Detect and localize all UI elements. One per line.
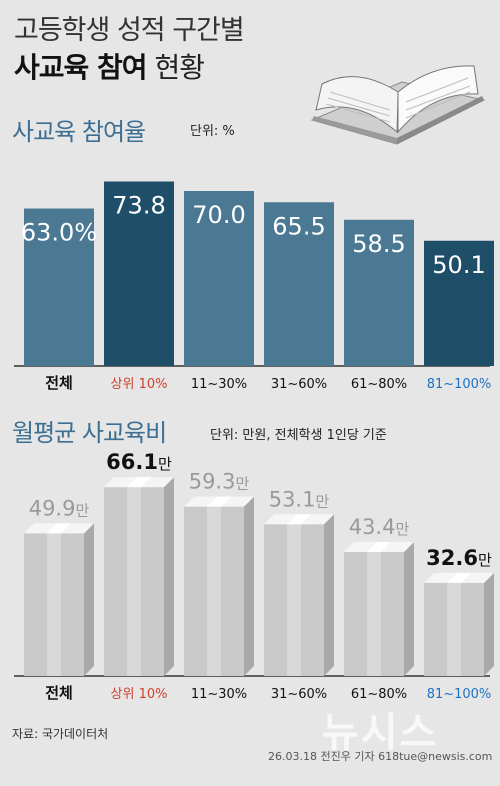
value-number: 59.3 bbox=[189, 470, 236, 494]
box-ribbon-top bbox=[47, 523, 71, 534]
credit-line: 26.03.18 전진우 기자 618tue@newsis.com bbox=[268, 750, 493, 763]
category-label: 11~30% bbox=[191, 377, 247, 392]
box-value-label: 43.4만 bbox=[349, 515, 410, 539]
title-bold: 사교육 참여 bbox=[14, 51, 148, 84]
bar bbox=[424, 240, 494, 366]
watermark: 뉴시스 bbox=[322, 710, 439, 756]
chart2-title: 월평균 사교육비 bbox=[12, 419, 167, 447]
box-ribbon bbox=[287, 524, 301, 676]
bar-value-label: 58.5 bbox=[352, 230, 405, 258]
category-label: 61~80% bbox=[351, 687, 407, 702]
chart1-participation-rate: 63.0% 73.8 70.0 65.5 58.5 50.1 전체 상위 10% 11~30% 3… bbox=[14, 181, 494, 392]
box-ribbon bbox=[447, 582, 461, 676]
box-value-label: 49.9만 bbox=[29, 496, 90, 520]
value-unit: 만 bbox=[158, 455, 172, 473]
box-ribbon bbox=[47, 533, 61, 676]
box-value-label: 32.6만 bbox=[426, 546, 492, 570]
bar-value-label: 50.1 bbox=[432, 251, 485, 279]
box-side bbox=[84, 523, 94, 676]
bar-value-label: 73.8 bbox=[112, 192, 165, 220]
category-label: 전체 bbox=[45, 684, 73, 702]
box-ribbon-top bbox=[447, 572, 471, 583]
value-unit: 만 bbox=[395, 520, 409, 538]
box-side bbox=[484, 572, 494, 676]
box-ribbon bbox=[207, 506, 221, 676]
bar-value-label: 65.5 bbox=[272, 212, 325, 240]
category-label: 전체 bbox=[45, 374, 73, 392]
chart2-unit: 단위: 만원, 전체학생 1인당 기준 bbox=[210, 428, 387, 443]
value-number: 53.1 bbox=[269, 487, 316, 511]
category-label: 31~60% bbox=[271, 377, 327, 392]
box-value-label: 66.1만 bbox=[106, 450, 172, 474]
value-unit: 만 bbox=[315, 492, 329, 510]
box-side bbox=[164, 477, 174, 676]
value-number: 49.9 bbox=[29, 496, 76, 520]
category-label: 61~80% bbox=[351, 377, 407, 392]
box-ribbon-top bbox=[207, 496, 231, 507]
value-unit: 만 bbox=[478, 551, 492, 569]
value-unit: 만 bbox=[235, 475, 249, 493]
source-note: 자료: 국가데이터처 bbox=[12, 727, 109, 741]
category-label: 11~30% bbox=[191, 687, 247, 702]
open-book-icon bbox=[310, 65, 486, 145]
chart1-unit: 단위: % bbox=[190, 124, 235, 139]
box-side bbox=[324, 514, 334, 676]
box-side bbox=[244, 496, 254, 676]
value-number: 43.4 bbox=[349, 515, 396, 539]
value-unit: 만 bbox=[75, 501, 89, 519]
bar bbox=[344, 219, 414, 366]
value-number: 66.1 bbox=[106, 450, 158, 474]
category-label: 81~100% bbox=[427, 687, 492, 702]
chart1-title: 사교육 참여율 bbox=[12, 118, 146, 146]
bar bbox=[264, 202, 334, 366]
bar bbox=[24, 208, 94, 366]
category-label: 81~100% bbox=[427, 377, 492, 392]
title-line-2: 사교육 참여 현황 bbox=[14, 46, 205, 86]
bar-value-label: 63.0% bbox=[21, 219, 97, 247]
value-number: 32.6 bbox=[426, 546, 478, 570]
bar-value-label: 70.0 bbox=[192, 201, 245, 229]
category-label: 상위 10% bbox=[111, 687, 168, 702]
box-side bbox=[404, 542, 414, 676]
box-value-label: 59.3만 bbox=[189, 470, 250, 494]
box-ribbon-top bbox=[367, 542, 391, 552]
title-line-1: 고등학생 성적 구간별 bbox=[14, 15, 245, 46]
box-ribbon bbox=[367, 552, 381, 676]
box-value-label: 53.1만 bbox=[269, 487, 330, 511]
bar bbox=[104, 181, 174, 366]
box-ribbon-top bbox=[287, 514, 311, 525]
bar bbox=[184, 191, 254, 366]
category-label: 31~60% bbox=[271, 687, 327, 702]
title-light: 현황 bbox=[154, 51, 205, 84]
category-label: 상위 10% bbox=[111, 377, 168, 392]
box-ribbon-top bbox=[127, 477, 151, 488]
box-ribbon bbox=[127, 487, 141, 676]
